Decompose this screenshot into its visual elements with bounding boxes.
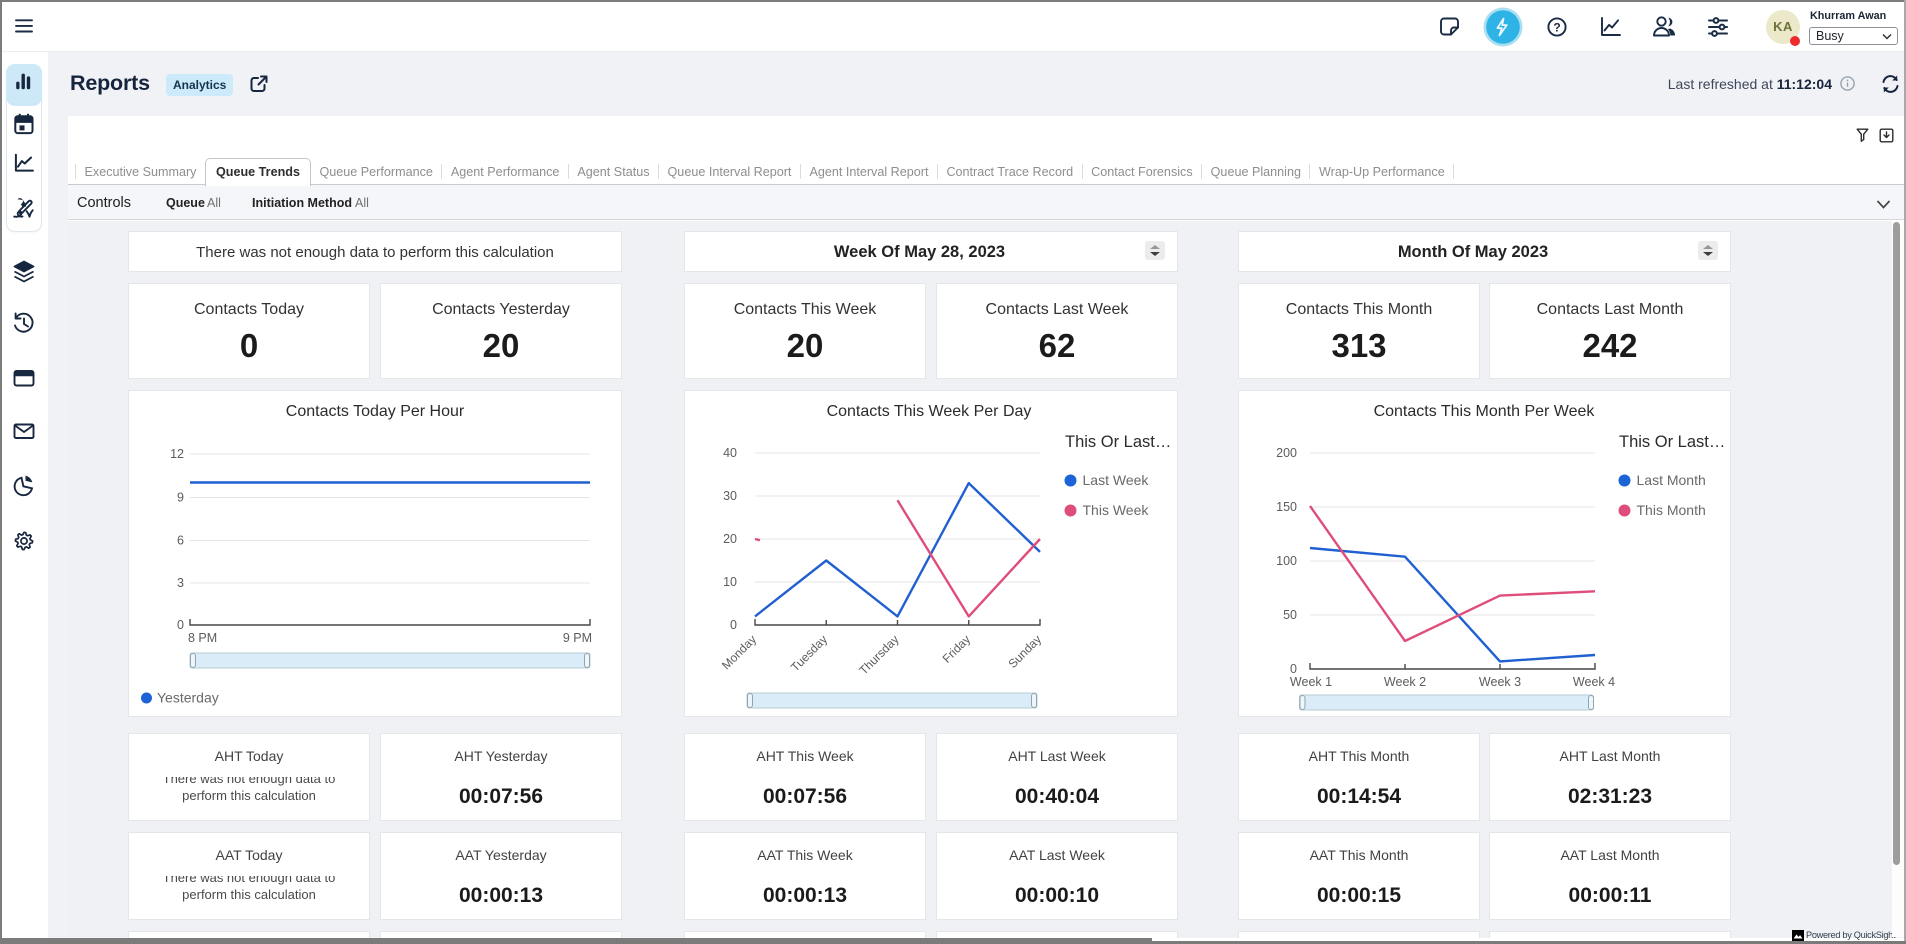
- svg-text:Last Month: Last Month: [1637, 472, 1706, 488]
- svg-text:10: 10: [723, 575, 737, 589]
- svg-text:Week 3: Week 3: [1479, 675, 1521, 689]
- svg-text:9: 9: [177, 491, 184, 505]
- svg-text:40: 40: [723, 446, 737, 460]
- svg-text:This Or Last…: This Or Last…: [1065, 433, 1171, 451]
- svg-text:Week 2: Week 2: [1384, 675, 1426, 689]
- svg-text:150: 150: [1276, 500, 1297, 514]
- svg-text:Week 1: Week 1: [1290, 675, 1332, 689]
- svg-text:Last Week: Last Week: [1083, 472, 1150, 488]
- svg-text:30: 30: [723, 489, 737, 503]
- svg-text:100: 100: [1276, 554, 1297, 568]
- svg-text:This Or Last…: This Or Last…: [1619, 433, 1725, 451]
- svg-text:20: 20: [723, 532, 737, 546]
- svg-text:0: 0: [730, 618, 737, 632]
- svg-text:This Week: This Week: [1083, 502, 1150, 518]
- svg-text:200: 200: [1276, 446, 1297, 460]
- svg-text:Friday: Friday: [940, 632, 973, 665]
- svg-text:50: 50: [1283, 608, 1297, 622]
- svg-text:Contacts This Week Per Day: Contacts This Week Per Day: [827, 403, 1032, 420]
- svg-text:3: 3: [177, 576, 184, 590]
- svg-text:Sunday: Sunday: [1005, 632, 1044, 671]
- svg-text:?: ?: [1553, 20, 1560, 34]
- svg-text:Thursday: Thursday: [856, 632, 901, 677]
- svg-text:Week 4: Week 4: [1573, 675, 1615, 689]
- svg-text:Contacts Today Per Hour: Contacts Today Per Hour: [286, 403, 465, 420]
- svg-text:6: 6: [177, 534, 184, 548]
- svg-text:This Month: This Month: [1637, 502, 1706, 518]
- svg-text:0: 0: [1290, 662, 1297, 676]
- svg-text:Contacts This Month Per Week: Contacts This Month Per Week: [1374, 403, 1596, 420]
- svg-text:12: 12: [170, 447, 184, 461]
- svg-text:Yesterday: Yesterday: [157, 690, 219, 706]
- svg-text:Tuesday: Tuesday: [788, 632, 830, 674]
- svg-text:Monday: Monday: [719, 632, 759, 672]
- svg-text:0: 0: [177, 618, 184, 632]
- svg-text:8 PM: 8 PM: [188, 631, 217, 645]
- svg-text:9 PM: 9 PM: [563, 631, 592, 645]
